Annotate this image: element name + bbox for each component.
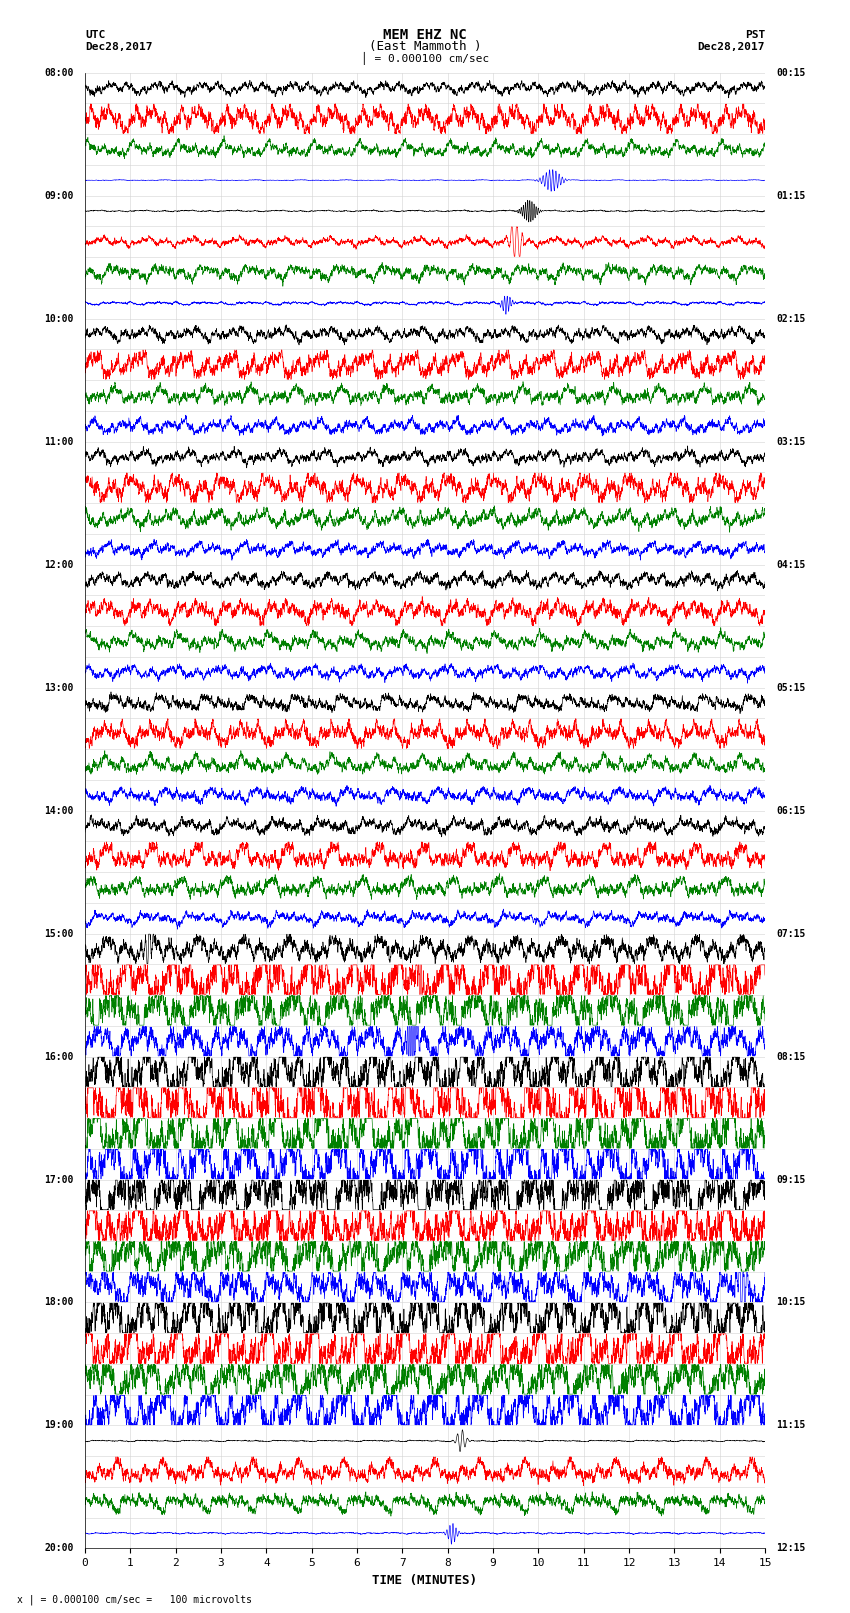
Text: MEM EHZ NC: MEM EHZ NC bbox=[383, 27, 467, 42]
Text: 13:00: 13:00 bbox=[44, 682, 74, 692]
Text: 02:15: 02:15 bbox=[776, 313, 806, 324]
Text: 20:00: 20:00 bbox=[44, 1544, 74, 1553]
Text: Dec28,2017: Dec28,2017 bbox=[85, 42, 152, 52]
Text: PST: PST bbox=[745, 31, 765, 40]
Text: (East Mammoth ): (East Mammoth ) bbox=[369, 40, 481, 53]
Text: 06:15: 06:15 bbox=[776, 805, 806, 816]
Text: 14:00: 14:00 bbox=[44, 805, 74, 816]
Text: 11:15: 11:15 bbox=[776, 1421, 806, 1431]
Text: 01:15: 01:15 bbox=[776, 190, 806, 200]
Text: 12:15: 12:15 bbox=[776, 1544, 806, 1553]
Text: 19:00: 19:00 bbox=[44, 1421, 74, 1431]
Text: 09:15: 09:15 bbox=[776, 1174, 806, 1184]
Text: 16:00: 16:00 bbox=[44, 1052, 74, 1061]
Text: │ = 0.000100 cm/sec: │ = 0.000100 cm/sec bbox=[361, 52, 489, 65]
Text: x | = 0.000100 cm/sec =   100 microvolts: x | = 0.000100 cm/sec = 100 microvolts bbox=[17, 1594, 252, 1605]
Text: 10:00: 10:00 bbox=[44, 313, 74, 324]
Text: 00:15: 00:15 bbox=[776, 68, 806, 77]
Text: 08:15: 08:15 bbox=[776, 1052, 806, 1061]
Text: 12:00: 12:00 bbox=[44, 560, 74, 569]
Text: 15:00: 15:00 bbox=[44, 929, 74, 939]
Text: Dec28,2017: Dec28,2017 bbox=[698, 42, 765, 52]
Text: 09:00: 09:00 bbox=[44, 190, 74, 200]
Text: 07:15: 07:15 bbox=[776, 929, 806, 939]
Text: 10:15: 10:15 bbox=[776, 1297, 806, 1308]
Text: 05:15: 05:15 bbox=[776, 682, 806, 692]
Text: 11:00: 11:00 bbox=[44, 437, 74, 447]
Text: 17:00: 17:00 bbox=[44, 1174, 74, 1184]
Text: UTC: UTC bbox=[85, 31, 105, 40]
Text: 08:00: 08:00 bbox=[44, 68, 74, 77]
Text: 04:15: 04:15 bbox=[776, 560, 806, 569]
Text: 18:00: 18:00 bbox=[44, 1297, 74, 1308]
Text: 03:15: 03:15 bbox=[776, 437, 806, 447]
X-axis label: TIME (MINUTES): TIME (MINUTES) bbox=[372, 1574, 478, 1587]
